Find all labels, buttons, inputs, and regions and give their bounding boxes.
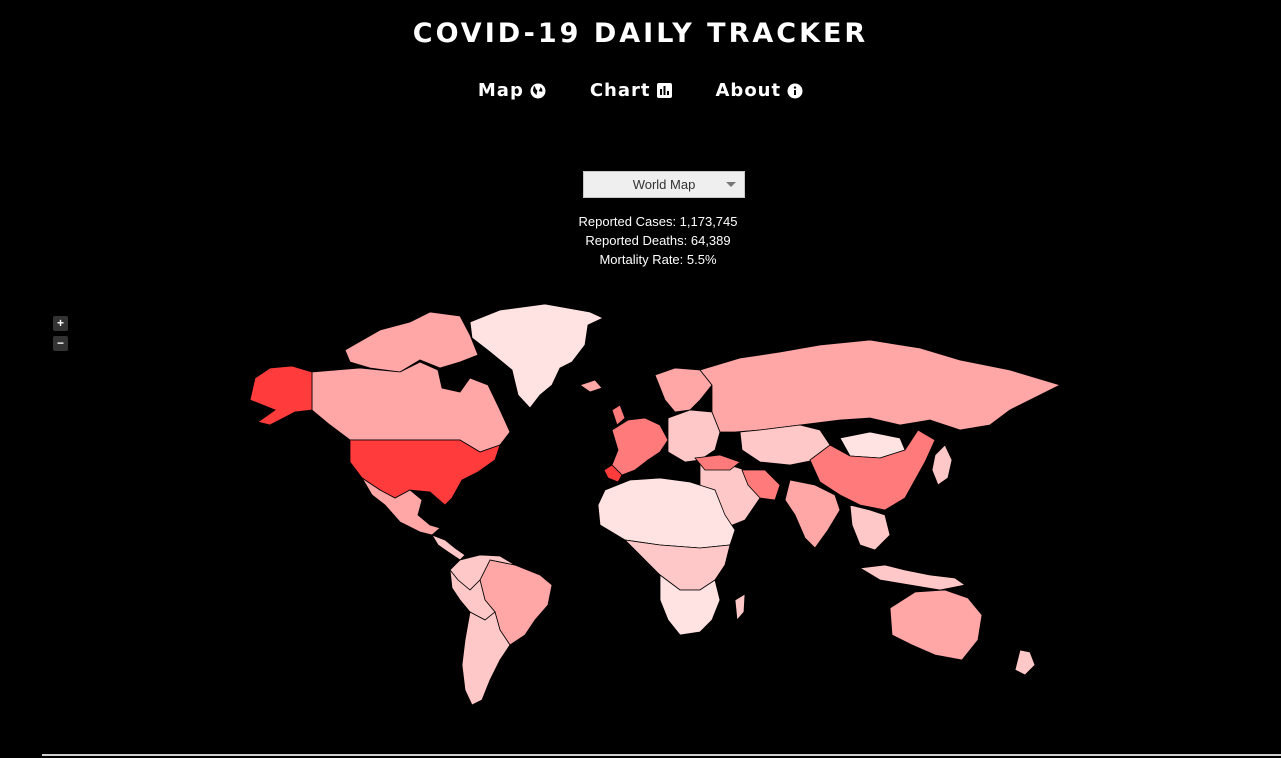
country-scandinavia[interactable] [654, 367, 713, 413]
reported-deaths: Reported Deaths: 64,389 [585, 233, 731, 248]
zoom-in-button[interactable]: + [53, 316, 68, 331]
nav-item-map[interactable]: Map [478, 80, 546, 101]
country-southern-africa[interactable] [659, 574, 721, 636]
country-iran[interactable] [741, 469, 781, 501]
page-title: COVID-19 DAILY TRACKER [412, 18, 869, 49]
reported-cases: Reported Cases: 1,173,745 [578, 214, 738, 229]
country-mexico[interactable] [361, 477, 441, 536]
world-map[interactable] [0, 290, 1281, 710]
nav-item-about-label: About [715, 80, 782, 101]
country-north-africa[interactable] [597, 477, 736, 549]
chevron-down-icon [726, 182, 736, 187]
nav-item-about[interactable]: About [716, 80, 804, 101]
country-madagascar[interactable] [734, 593, 746, 621]
stats-panel: Reported Cases: 1,173,745 Reported Death… [0, 212, 1281, 269]
nav-item-chart-label: Chart [589, 80, 651, 101]
country-russia[interactable] [699, 339, 1062, 433]
country-central-america[interactable] [431, 534, 466, 561]
country-argentina-chile[interactable] [461, 611, 511, 706]
country-canada-islands[interactable] [344, 311, 479, 373]
map-type-select[interactable]: World Map [583, 171, 745, 198]
bar-chart-icon [656, 83, 672, 98]
country-japan[interactable] [931, 444, 953, 486]
info-icon [787, 83, 803, 98]
country-new-zealand[interactable] [1014, 649, 1036, 676]
mortality-rate: Mortality Rate: 5.5% [599, 252, 717, 267]
globe-icon [530, 83, 546, 98]
nav-item-map-label: Map [477, 80, 524, 101]
country-india[interactable] [784, 479, 841, 549]
nav-item-chart[interactable]: Chart [590, 80, 672, 101]
country-eastern-europe[interactable] [667, 409, 721, 463]
country-australia[interactable] [889, 589, 983, 661]
footer-divider [42, 754, 1281, 756]
country-indonesia[interactable] [858, 564, 966, 591]
country-china[interactable] [809, 429, 936, 511]
country-western-europe[interactable] [611, 417, 669, 476]
country-southeast-asia[interactable] [849, 504, 891, 551]
country-canada[interactable] [311, 361, 511, 453]
country-usa-alaska[interactable] [249, 365, 313, 426]
country-uk[interactable] [611, 404, 626, 426]
zoom-out-button[interactable]: − [53, 336, 68, 351]
map-type-select-value: World Map [632, 177, 696, 192]
country-iceland[interactable] [579, 379, 603, 393]
country-spain[interactable] [603, 464, 623, 483]
main-nav: Map Chart About [0, 80, 1281, 101]
country-turkey[interactable] [694, 454, 741, 471]
country-greenland[interactable] [469, 303, 604, 409]
